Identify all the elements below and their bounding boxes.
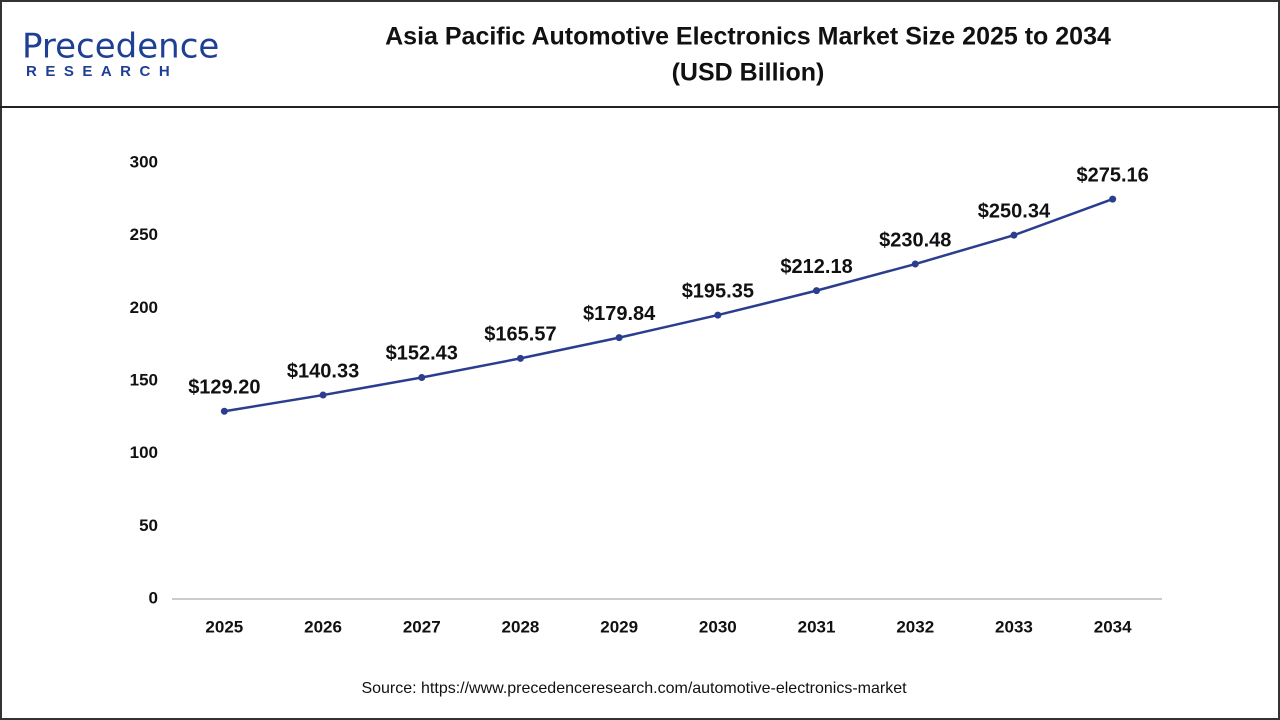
logo-name: Precedence	[22, 27, 219, 67]
x-tick-label: 2032	[896, 617, 934, 636]
value-label: $195.35	[682, 280, 754, 302]
y-tick-label: 300	[130, 152, 158, 171]
value-label: $250.34	[978, 200, 1051, 222]
x-tick-label: 2026	[304, 617, 342, 636]
data-point	[615, 334, 623, 342]
data-point	[418, 373, 426, 381]
x-tick-label: 2031	[798, 617, 836, 636]
data-point	[1109, 195, 1117, 203]
x-tick-label: 2034	[1094, 617, 1132, 636]
source-note: Source: https://www.precedenceresearch.c…	[361, 680, 907, 697]
value-label: $152.43	[386, 343, 458, 365]
value-label: $230.48	[879, 229, 951, 251]
data-point	[220, 407, 228, 415]
data-point	[1010, 231, 1018, 239]
data-point	[911, 260, 919, 268]
data-point	[714, 311, 722, 319]
y-tick-label: 50	[139, 516, 158, 535]
y-tick-label: 150	[130, 370, 158, 389]
value-label: $129.20	[188, 377, 260, 399]
data-line	[224, 197, 1114, 413]
data-point	[813, 287, 821, 295]
value-label: $275.16	[1077, 164, 1149, 186]
logo-tagline: RESEARCH	[26, 63, 178, 80]
data-point	[319, 391, 327, 399]
chart-title: Asia Pacific Automotive Electronics Mark…	[385, 23, 1111, 51]
x-tick-label: 2030	[699, 617, 737, 636]
x-tick-label: 2025	[205, 617, 243, 636]
y-tick-label: 100	[130, 443, 158, 462]
y-tick-label: 250	[130, 225, 158, 244]
value-label: $140.33	[287, 360, 359, 382]
x-tick-label: 2028	[502, 617, 540, 636]
x-tick-label: 2033	[995, 617, 1033, 636]
value-label: $212.18	[780, 256, 852, 278]
chart-subtitle: (USD Billion)	[672, 59, 825, 87]
x-tick-label: 2027	[403, 617, 441, 636]
data-point	[516, 354, 524, 362]
value-label: $165.57	[484, 324, 556, 346]
value-label: $179.84	[583, 303, 656, 325]
x-tick-label: 2029	[600, 617, 638, 636]
y-tick-label: 200	[130, 298, 158, 317]
y-tick-label: 0	[149, 588, 158, 607]
